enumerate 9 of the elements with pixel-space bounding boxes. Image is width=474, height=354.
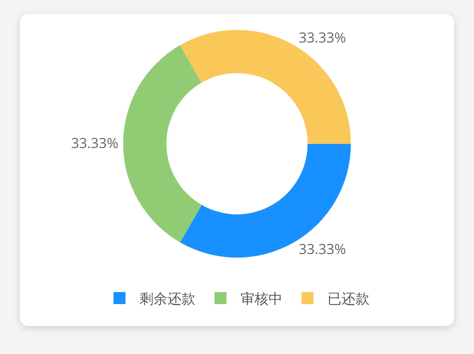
legend-label: 审核中 [240, 290, 282, 309]
donut-slice [123, 45, 202, 242]
legend-label: 剩余还款 [140, 290, 196, 309]
data-label: 33.33% [298, 28, 346, 48]
legend-label: 已还款 [328, 290, 370, 309]
donut-slice [180, 30, 351, 144]
data-label: 33.33% [298, 240, 346, 259]
data-label: 33.33% [71, 134, 118, 154]
donut-slice [180, 144, 351, 258]
